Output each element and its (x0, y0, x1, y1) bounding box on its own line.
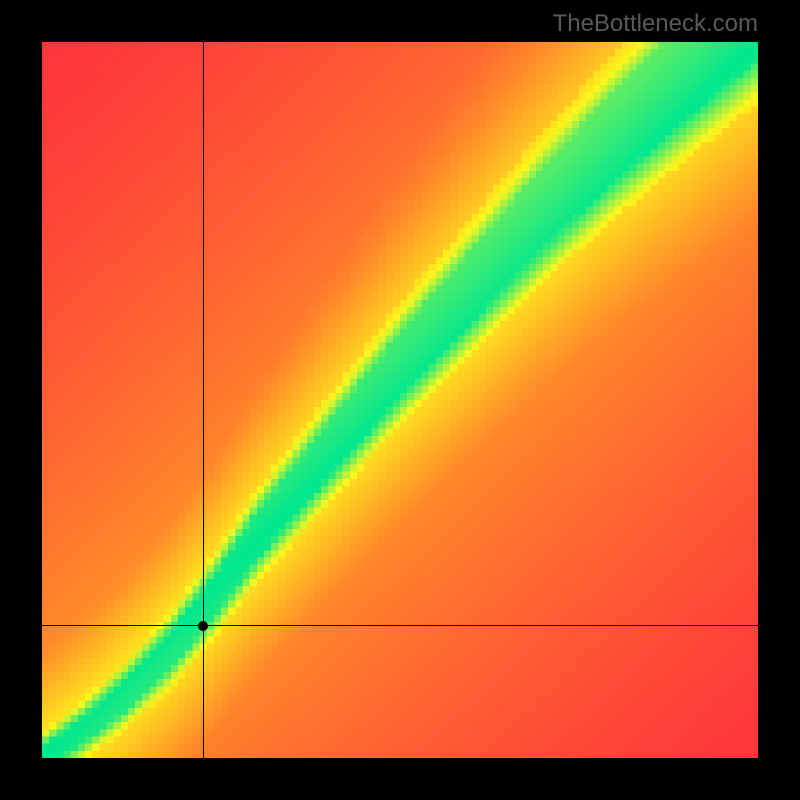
crosshair-horizontal (42, 625, 758, 626)
crosshair-vertical (203, 42, 204, 758)
heatmap-canvas (42, 42, 758, 758)
watermark-text: TheBottleneck.com (553, 10, 758, 38)
selection-point (198, 621, 208, 631)
plot-area (42, 42, 758, 758)
